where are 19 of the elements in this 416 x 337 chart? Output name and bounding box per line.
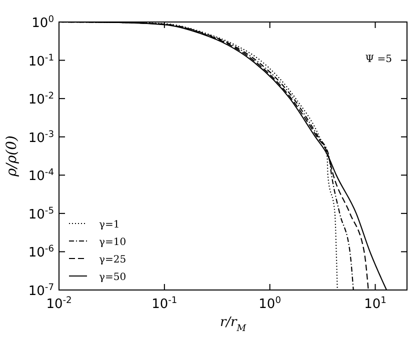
- y-tick-label: 10$^{-5}$: [28, 206, 54, 222]
- legend-label: γ=10: [99, 237, 126, 248]
- y-tick-label: 10$^{-7}$: [28, 283, 54, 299]
- legend-label: γ=25: [99, 254, 126, 266]
- x-tick-label: 10$^{0}$: [258, 296, 282, 312]
- legend-label: γ=1: [99, 220, 120, 230]
- x-tick-label: 10$^{-2}$: [46, 296, 72, 312]
- x-tick-label: 10$^{-1}$: [152, 296, 178, 312]
- y-axis-title: ρ/ρ(0): [4, 135, 20, 178]
- y-tick-label: 10$^{0}$: [32, 15, 54, 31]
- y-tick-label: 10$^{-1}$: [28, 53, 54, 70]
- legend-label: γ=50: [99, 272, 126, 283]
- annotation: Ψ =5: [365, 54, 392, 65]
- y-tick-label: 10$^{-6}$: [28, 244, 54, 261]
- y-tick-label: 10$^{-4}$: [28, 168, 54, 184]
- x-tick-label: 10$^{1}$: [364, 296, 386, 312]
- y-tick-label: 10$^{-2}$: [28, 92, 54, 108]
- y-tick-label: 10$^{-3}$: [28, 130, 54, 146]
- x-axis-title: r/r$_{M}$: [220, 315, 247, 334]
